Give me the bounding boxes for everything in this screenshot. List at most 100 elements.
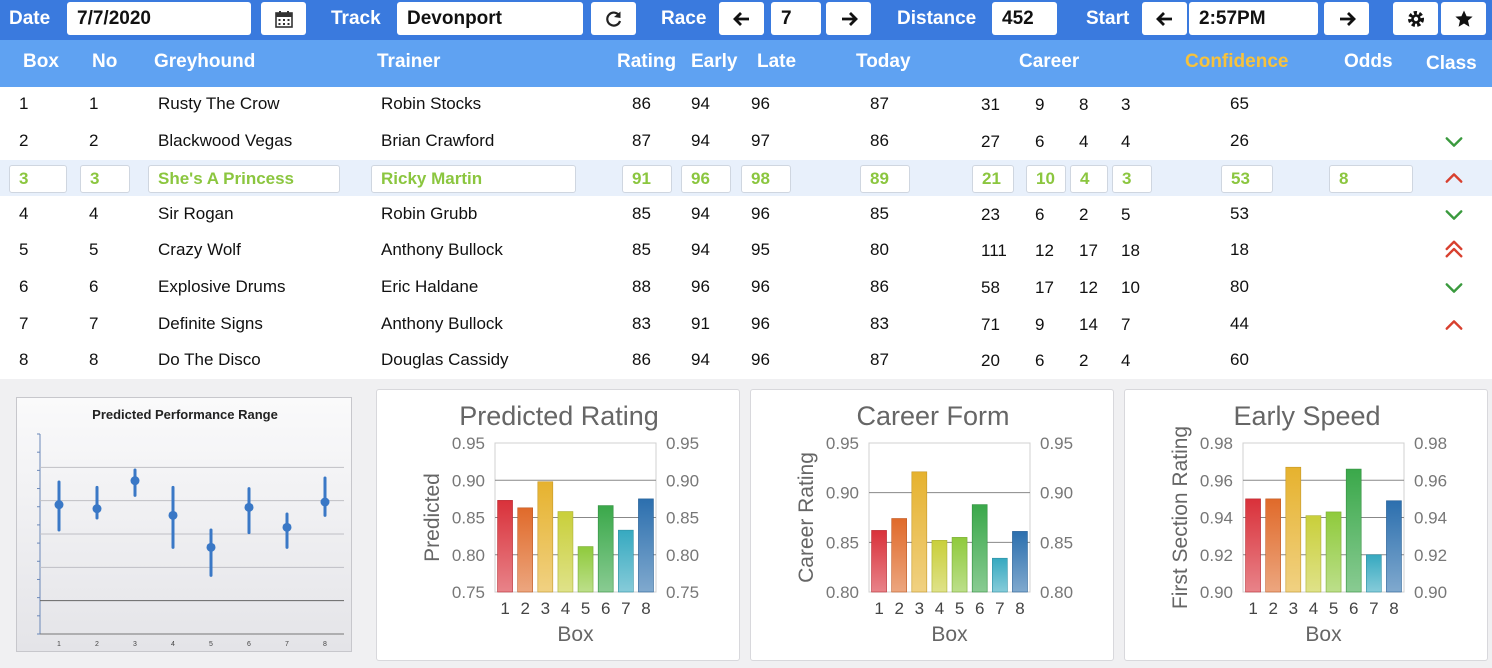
cell-career-thirds[interactable]: 3 [1112, 165, 1152, 194]
track-input[interactable]: Devonport [397, 2, 583, 35]
header-confidence[interactable]: Confidence [1185, 51, 1289, 72]
predicted-rating-card: Predicted Rating 0.75 0.75 0.80 0.80 0.85 0.8… [376, 389, 740, 661]
settings-button[interactable] [1393, 2, 1438, 35]
cell-confidence: 53 [1230, 203, 1249, 223]
cell-career-starts: 58 [981, 278, 1000, 297]
table-row[interactable]: 7 7 Definite Signs Anthony Bullock 83 91 96 83 7… [0, 307, 1492, 343]
x-tick-label: 2 [520, 599, 529, 618]
arrow-right-icon [1339, 11, 1356, 26]
cell-career-seconds: 2 [1079, 204, 1089, 224]
cell-career-wins: 12 [1035, 241, 1054, 261]
cell-odds[interactable]: 8 [1329, 165, 1413, 194]
predicted-rating-chart: 0.75 0.75 0.80 0.80 0.85 0.85 0.90 0.90 0.95 0.95… [421, 434, 699, 646]
y-tick-label-right: 0.80 [666, 546, 699, 565]
y-tick-label-right: 0.95 [666, 434, 699, 453]
cell-today[interactable]: 89 [860, 165, 910, 194]
cell-career-thirds: 18 [1121, 241, 1140, 261]
header-trainer[interactable]: Trainer [377, 51, 441, 72]
gear-icon [1407, 10, 1424, 27]
table-row[interactable]: 2 2 Blackwood Vegas Brian Crawford 87 94 97 86 2… [0, 124, 1492, 160]
x-tick-label: 5 [581, 599, 590, 618]
double-chevron-up-icon [1445, 240, 1463, 258]
cell-career-starts[interactable]: 21 [972, 165, 1014, 194]
cell-box: 1 [19, 94, 29, 113]
distance-input[interactable]: 452 [992, 2, 1057, 35]
cell-early[interactable]: 96 [681, 165, 731, 194]
header-odds[interactable]: Odds [1344, 51, 1393, 72]
header-class[interactable]: Class [1426, 53, 1477, 74]
cell-career-seconds: 12 [1079, 278, 1098, 297]
bar [1325, 511, 1342, 593]
cell-box[interactable]: 3 [9, 165, 67, 194]
y-tick-label: 0.80 [826, 583, 859, 602]
bar [1305, 515, 1322, 593]
header-early[interactable]: Early [691, 51, 738, 72]
cell-late[interactable]: 98 [741, 165, 791, 194]
cell-career-starts: 71 [981, 314, 1000, 334]
header-box[interactable]: Box [23, 51, 59, 72]
x-tick-label: 7 [995, 599, 1004, 618]
header-today[interactable]: Today [856, 51, 911, 72]
table-row[interactable]: 1 1 Rusty The Crow Robin Stocks 86 94 96 87 31 9 8… [0, 87, 1492, 123]
y-tick-label-right: 0.92 [1414, 546, 1447, 565]
x-tick-label: 2 [95, 641, 99, 648]
header-rating[interactable]: Rating [617, 51, 677, 72]
cell-greyhound[interactable]: She's A Princess [148, 165, 340, 194]
race-next-button[interactable] [826, 2, 871, 35]
chevron-down-icon [1445, 209, 1463, 220]
header-career[interactable]: Career [1019, 51, 1080, 72]
table-row[interactable]: 4 4 Sir Rogan Robin Grubb 85 94 96 85 23 6 2 5 53 [0, 197, 1492, 233]
header-greyhound[interactable]: Greyhound [154, 51, 256, 72]
cell-career-seconds: 8 [1079, 95, 1089, 114]
y-tick-label: 0.90 [452, 471, 485, 490]
early-speed-card: Early Speed 0.90 0.90 0.92 0.92 0.94 0.94 0.96… [1124, 389, 1488, 661]
start-next-button[interactable] [1324, 2, 1369, 35]
calendar-button[interactable] [261, 2, 306, 35]
cell-career-thirds: 7 [1121, 314, 1131, 334]
race-input[interactable]: 7 [771, 2, 821, 35]
arrow-right-icon [841, 11, 858, 26]
x-tick-label: 1 [874, 599, 883, 618]
race-prev-button[interactable] [719, 2, 764, 35]
cell-career-seconds: 4 [1079, 131, 1089, 151]
start-prev-button[interactable] [1142, 2, 1187, 35]
bar [1265, 498, 1281, 593]
header-no[interactable]: No [92, 51, 118, 72]
cell-trainer[interactable]: Ricky Martin [371, 165, 576, 194]
x-tick-label: 1 [500, 599, 509, 618]
cell-box: 5 [19, 240, 29, 260]
cell-career-thirds: 4 [1121, 131, 1131, 151]
cell-career-wins[interactable]: 10 [1026, 165, 1066, 194]
cell-late: 96 [751, 277, 770, 296]
cell-trainer: Douglas Cassidy [381, 350, 509, 370]
favorite-button[interactable] [1441, 2, 1486, 35]
refresh-button[interactable] [591, 2, 636, 35]
cell-career-wins: 17 [1035, 278, 1054, 297]
x-tick-label: 2 [1268, 599, 1277, 618]
table-row[interactable]: 3 3 She's A Princess Ricky Martin 91 96 98 89 21… [0, 160, 1492, 197]
range-point [54, 500, 64, 510]
x-tick-label: 4 [1309, 599, 1318, 618]
x-tick-label: 5 [209, 641, 213, 648]
table-row[interactable]: 6 6 Explosive Drums Eric Haldane 88 96 96 86 58 1… [0, 270, 1492, 306]
cell-no[interactable]: 3 [80, 165, 130, 194]
header-late[interactable]: Late [757, 51, 797, 72]
bar [871, 530, 887, 593]
cell-confidence[interactable]: 53 [1221, 165, 1273, 194]
cell-career-wins: 6 [1035, 204, 1045, 224]
chart-title: Predicted Performance Range [92, 407, 278, 422]
arrow-left-icon [1155, 11, 1172, 26]
cell-career-thirds: 4 [1121, 351, 1131, 371]
x-tick-label: 4 [561, 599, 570, 618]
cell-greyhound: Explosive Drums [158, 277, 286, 296]
cell-confidence: 44 [1230, 313, 1249, 333]
table-row[interactable]: 5 5 Crazy Wolf Anthony Bullock 85 94 95 80 111 12… [0, 233, 1492, 269]
cell-career-seconds[interactable]: 4 [1070, 165, 1108, 194]
cell-rating[interactable]: 91 [622, 165, 672, 194]
table-row[interactable]: 8 8 Do The Disco Douglas Cassidy 86 94 96 87 20 6… [0, 343, 1492, 379]
chevron-up-icon [1445, 173, 1463, 184]
date-input[interactable]: 7/7/2020 [67, 2, 251, 35]
start-time-input[interactable]: 2:57PM [1189, 2, 1318, 35]
cell-trainer: Eric Haldane [381, 277, 479, 296]
y-tick-label: 0.75 [452, 583, 485, 602]
